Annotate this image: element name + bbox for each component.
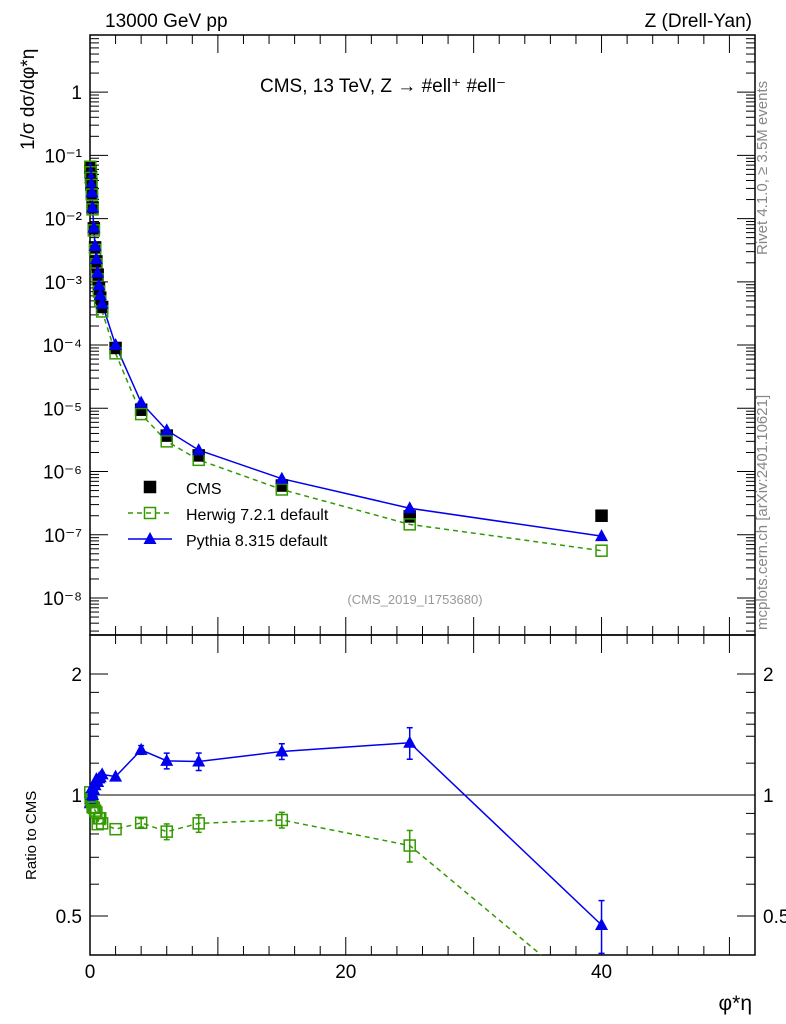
y-tick-label: 10⁻⁸ <box>43 589 82 610</box>
x-tick-label: 0 <box>85 962 96 983</box>
y-tick-label: 10⁻³ <box>45 273 83 294</box>
herwig-ratio-point <box>275 813 289 827</box>
pythia-point <box>89 251 103 264</box>
pythia-ratio-point <box>109 769 123 782</box>
ratio-tick-label: 0.5 <box>56 907 82 928</box>
y-tick-label: 10⁻⁷ <box>44 526 82 547</box>
pythia-point <box>88 238 102 251</box>
legend-cms-label: CMS <box>186 481 222 498</box>
pythia-ratio-point <box>95 767 109 780</box>
ratio-tick-label-right: 0.5 <box>763 907 786 928</box>
legend-herwig-marker <box>143 506 157 520</box>
herwig-ratio-point <box>109 822 122 836</box>
pythia-ratio-point <box>275 744 289 757</box>
herwig-ratio-point <box>403 839 416 852</box>
pythia-point <box>84 177 98 190</box>
pythia-ratio-point <box>403 735 417 748</box>
herwig-ratio-point <box>192 817 205 830</box>
x-axis-label: φ*η <box>719 992 752 1015</box>
pythia-ratio-point <box>192 754 206 767</box>
pythia-ratio-point <box>595 917 609 930</box>
herwig-point <box>595 544 608 557</box>
ratio-ylabel: Ratio to CMS <box>23 791 40 880</box>
pythia-point <box>595 529 609 542</box>
pythia-point <box>86 200 100 213</box>
pythia-point <box>109 338 123 351</box>
side-text-bottom: mcplots.cern.ch [arXiv:2401.10621] <box>754 395 771 630</box>
ratio-tick-label: 1 <box>71 786 82 807</box>
ratio-tick-label-right: 2 <box>763 665 774 686</box>
herwig-point <box>134 407 148 421</box>
side-text-top: Rivet 4.1.0, ≥ 3.5M events <box>754 81 771 255</box>
x-tick-label: 40 <box>591 962 612 983</box>
ratio-tick-label: 2 <box>71 665 82 686</box>
pythia-point <box>275 471 289 484</box>
pythia-point <box>134 395 148 408</box>
header-right: Z (Drell-Yan) <box>645 11 752 32</box>
pythia-point <box>192 443 206 456</box>
analysis-annotation: (CMS_2019_I1753680) <box>347 592 482 607</box>
pythia-point <box>87 220 101 233</box>
legend-pythia-label: Pythia 8.315 default <box>186 533 328 550</box>
pythia-point <box>93 287 107 300</box>
herwig-ratio-point <box>160 825 173 838</box>
pythia-ratio-point <box>134 742 148 755</box>
herwig-ratio-point <box>95 817 109 830</box>
herwig-point <box>192 453 205 467</box>
pythia-point <box>85 185 99 198</box>
main-ylabel: 1/σ dσ/dφ*η <box>18 49 39 150</box>
y-tick-label: 10⁻⁵ <box>43 399 82 420</box>
herwig-point <box>160 435 173 448</box>
y-tick-label: 10⁻¹ <box>45 146 83 167</box>
y-tick-label: 10⁻⁴ <box>43 336 82 357</box>
legend-herwig-label: Herwig 7.2.1 default <box>186 507 329 524</box>
pythia-point <box>92 278 106 291</box>
y-tick-label: 1 <box>71 83 82 104</box>
pythia-point <box>160 423 174 436</box>
y-tick-label: 10⁻⁶ <box>43 463 82 484</box>
herwig-ratio-point <box>134 816 148 830</box>
y-tick-label: 10⁻² <box>45 210 83 231</box>
ratio-tick-label-right: 1 <box>763 786 774 807</box>
header-left: 13000 GeV pp <box>105 11 228 32</box>
legend-pythia-marker <box>143 532 157 544</box>
pythia-point <box>403 501 417 514</box>
pythia-ratio-point <box>160 753 174 766</box>
herwig-ratio-line <box>89 792 542 956</box>
legend-cms-marker <box>143 480 157 494</box>
herwig-point <box>403 518 416 531</box>
cms-point <box>595 509 608 522</box>
herwig-point <box>275 483 289 496</box>
pythia-point <box>95 296 109 309</box>
main-title: CMS, 13 TeV, Z → #ell⁺ #ell⁻ <box>260 76 506 97</box>
pythia-point <box>91 265 105 278</box>
pythia-line <box>89 168 602 537</box>
x-tick-label: 20 <box>335 962 356 983</box>
